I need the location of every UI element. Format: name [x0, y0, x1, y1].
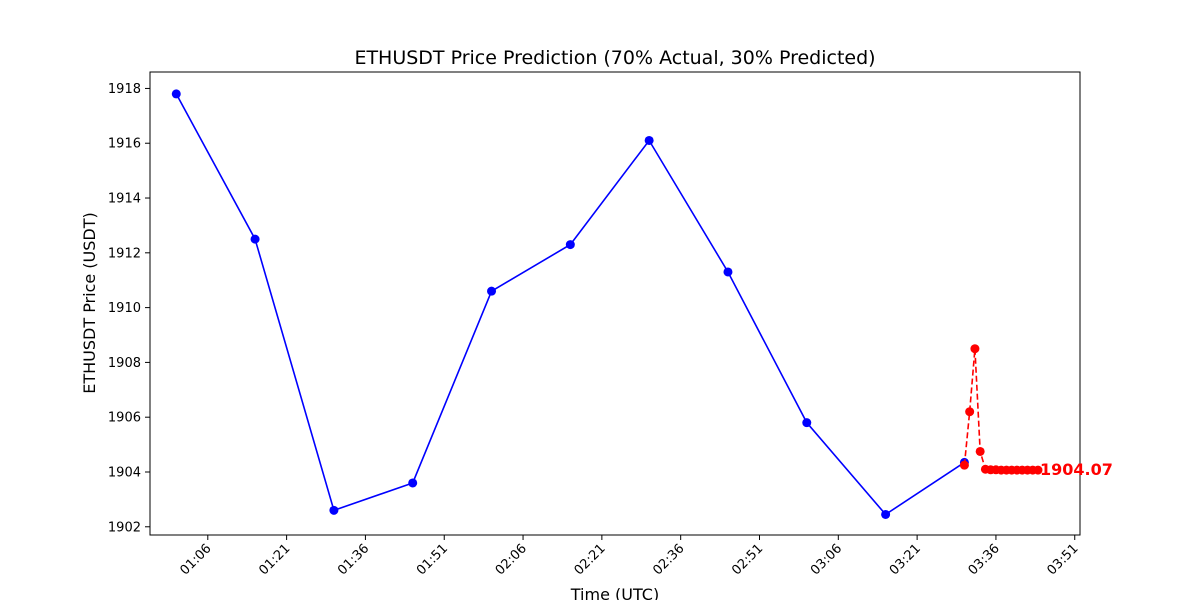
actual-data-point: [881, 509, 891, 519]
y-axis-label: ETHUSDT Price (USDT): [80, 212, 99, 394]
y-tick-label: 1912: [108, 246, 141, 261]
series-layer: [171, 89, 1043, 519]
actual-data-point: [408, 478, 418, 488]
tick-marks: [145, 87, 1076, 540]
predicted-data-point: [965, 407, 975, 417]
predicted-data-point: [1033, 465, 1043, 475]
y-tick-label: 1910: [108, 301, 141, 316]
y-tick-label: 1906: [108, 411, 141, 426]
predicted-data-point: [959, 460, 969, 470]
actual-data-point: [487, 286, 497, 296]
plot-frame: [149, 71, 1081, 536]
y-tick-label: 1914: [108, 192, 141, 207]
prediction-final-value-annotation: 1904.07: [1040, 460, 1113, 479]
actual-data-point: [565, 240, 575, 250]
actual-data-point: [171, 89, 181, 99]
actual-data-point: [644, 135, 654, 145]
y-tick-label: 1908: [108, 356, 141, 371]
x-axis-label: Time (UTC): [570, 585, 659, 600]
chart-title: ETHUSDT Price Prediction (70% Actual, 30…: [354, 47, 875, 69]
y-tick-label: 1902: [108, 520, 141, 535]
predicted-data-point: [970, 344, 980, 354]
y-tick-labels: 1902 1904 1906 1908 1910 1912 1914 1916 1918: [108, 82, 141, 535]
y-tick-label: 1904: [108, 465, 141, 480]
actual-data-point: [250, 234, 260, 244]
y-tick-label: 1916: [108, 137, 141, 152]
y-tick-label: 1918: [108, 82, 141, 97]
actual-data-point: [329, 505, 339, 515]
actual-data-point: [723, 267, 733, 277]
predicted-data-point: [975, 446, 985, 456]
actual-data-point: [802, 418, 812, 428]
